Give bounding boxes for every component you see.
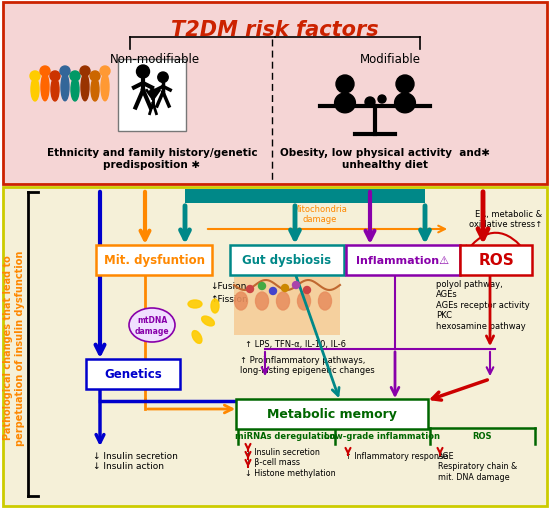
Text: polyol pathway,
AGEs
AGEs receptor activity
PKC
hexosamine pathway: polyol pathway, AGEs AGEs receptor activ… — [436, 279, 530, 330]
Text: ↑ Inflammatory response: ↑ Inflammatory response — [345, 451, 448, 460]
Text: Non-modifiable: Non-modifiable — [110, 53, 200, 66]
Text: ↓Fusion: ↓Fusion — [210, 281, 246, 291]
Circle shape — [270, 288, 277, 295]
Ellipse shape — [318, 293, 332, 310]
Circle shape — [365, 98, 375, 108]
Text: Modifiable: Modifiable — [360, 53, 421, 66]
Ellipse shape — [101, 74, 109, 102]
Circle shape — [282, 285, 289, 292]
Text: mtDNA
damage: mtDNA damage — [135, 316, 169, 335]
Ellipse shape — [61, 74, 69, 102]
Circle shape — [40, 67, 50, 77]
Text: ROS: ROS — [472, 431, 492, 440]
Ellipse shape — [129, 308, 175, 343]
Circle shape — [150, 90, 157, 97]
FancyBboxPatch shape — [234, 277, 340, 335]
Ellipse shape — [81, 74, 89, 102]
Circle shape — [158, 73, 168, 83]
FancyBboxPatch shape — [185, 190, 425, 204]
Ellipse shape — [31, 79, 39, 102]
Ellipse shape — [334, 94, 355, 114]
Text: ER, metabolic &
oxidative stress↑: ER, metabolic & oxidative stress↑ — [469, 210, 542, 229]
Circle shape — [396, 76, 414, 94]
Text: Low-grade inflammation: Low-grade inflammation — [324, 431, 440, 440]
Ellipse shape — [277, 293, 289, 310]
Text: AGE
Respiratory chain &
mit. DNA damage: AGE Respiratory chain & mit. DNA damage — [438, 451, 517, 481]
FancyBboxPatch shape — [236, 399, 428, 429]
Ellipse shape — [41, 74, 49, 102]
Text: Obesity, low physical activity  and✱
unhealthy diet: Obesity, low physical activity and✱ unhe… — [280, 148, 490, 169]
FancyBboxPatch shape — [118, 60, 186, 132]
Circle shape — [70, 72, 80, 82]
Text: Mit. dysfuntion: Mit. dysfuntion — [103, 254, 205, 267]
Text: ↓ Insulin secretion
↓ Insulin action: ↓ Insulin secretion ↓ Insulin action — [93, 451, 178, 470]
Ellipse shape — [234, 293, 248, 310]
Text: Genetics: Genetics — [104, 368, 162, 381]
Ellipse shape — [256, 293, 268, 310]
Text: Ethnicity and family history/genetic
predisposition ✱: Ethnicity and family history/genetic pre… — [47, 148, 257, 169]
Circle shape — [50, 72, 60, 82]
Circle shape — [378, 96, 386, 104]
Text: Mitochondria
damage: Mitochondria damage — [293, 204, 348, 223]
Text: miRNAs deregulation: miRNAs deregulation — [235, 431, 336, 440]
Text: Gut dysbiosis: Gut dysbiosis — [243, 254, 332, 267]
FancyBboxPatch shape — [3, 3, 547, 185]
Circle shape — [258, 283, 266, 290]
Circle shape — [336, 76, 354, 94]
Text: T2DM risk factors: T2DM risk factors — [171, 20, 379, 40]
Ellipse shape — [91, 79, 99, 102]
Circle shape — [293, 282, 300, 289]
Text: ↑Fission: ↑Fission — [210, 294, 248, 303]
Text: ↑ LPS, TFN-α, IL-10, IL-6: ↑ LPS, TFN-α, IL-10, IL-6 — [245, 340, 346, 348]
Ellipse shape — [192, 331, 202, 344]
FancyBboxPatch shape — [230, 245, 344, 275]
Circle shape — [60, 67, 70, 77]
Ellipse shape — [394, 94, 415, 114]
FancyBboxPatch shape — [460, 245, 532, 275]
FancyBboxPatch shape — [3, 188, 547, 506]
Circle shape — [90, 72, 100, 82]
Text: ROS: ROS — [478, 253, 514, 268]
Circle shape — [80, 67, 90, 77]
Text: ↓ Insulin secretion
↓ β-cell mass
↓ Histone methylation: ↓ Insulin secretion ↓ β-cell mass ↓ Hist… — [245, 447, 336, 477]
Text: Metabolic memory: Metabolic memory — [267, 408, 397, 420]
FancyBboxPatch shape — [96, 245, 212, 275]
Ellipse shape — [298, 293, 311, 310]
FancyBboxPatch shape — [86, 359, 180, 389]
Ellipse shape — [202, 317, 214, 326]
Circle shape — [304, 287, 311, 294]
Ellipse shape — [71, 79, 79, 102]
Circle shape — [30, 72, 40, 82]
Circle shape — [100, 67, 110, 77]
Ellipse shape — [51, 79, 59, 102]
Ellipse shape — [188, 300, 202, 308]
Text: Pathological changes that lead to
perpetuation of insulin dysfunction: Pathological changes that lead to perpet… — [3, 250, 25, 445]
FancyBboxPatch shape — [346, 245, 460, 275]
Circle shape — [136, 66, 150, 79]
Text: ↑ Proinflammatory pathways,
long-lasting epigenetic changes: ↑ Proinflammatory pathways, long-lasting… — [240, 355, 375, 375]
Text: Inflammation⚠: Inflammation⚠ — [356, 256, 449, 266]
Circle shape — [246, 286, 254, 293]
Ellipse shape — [211, 299, 219, 314]
